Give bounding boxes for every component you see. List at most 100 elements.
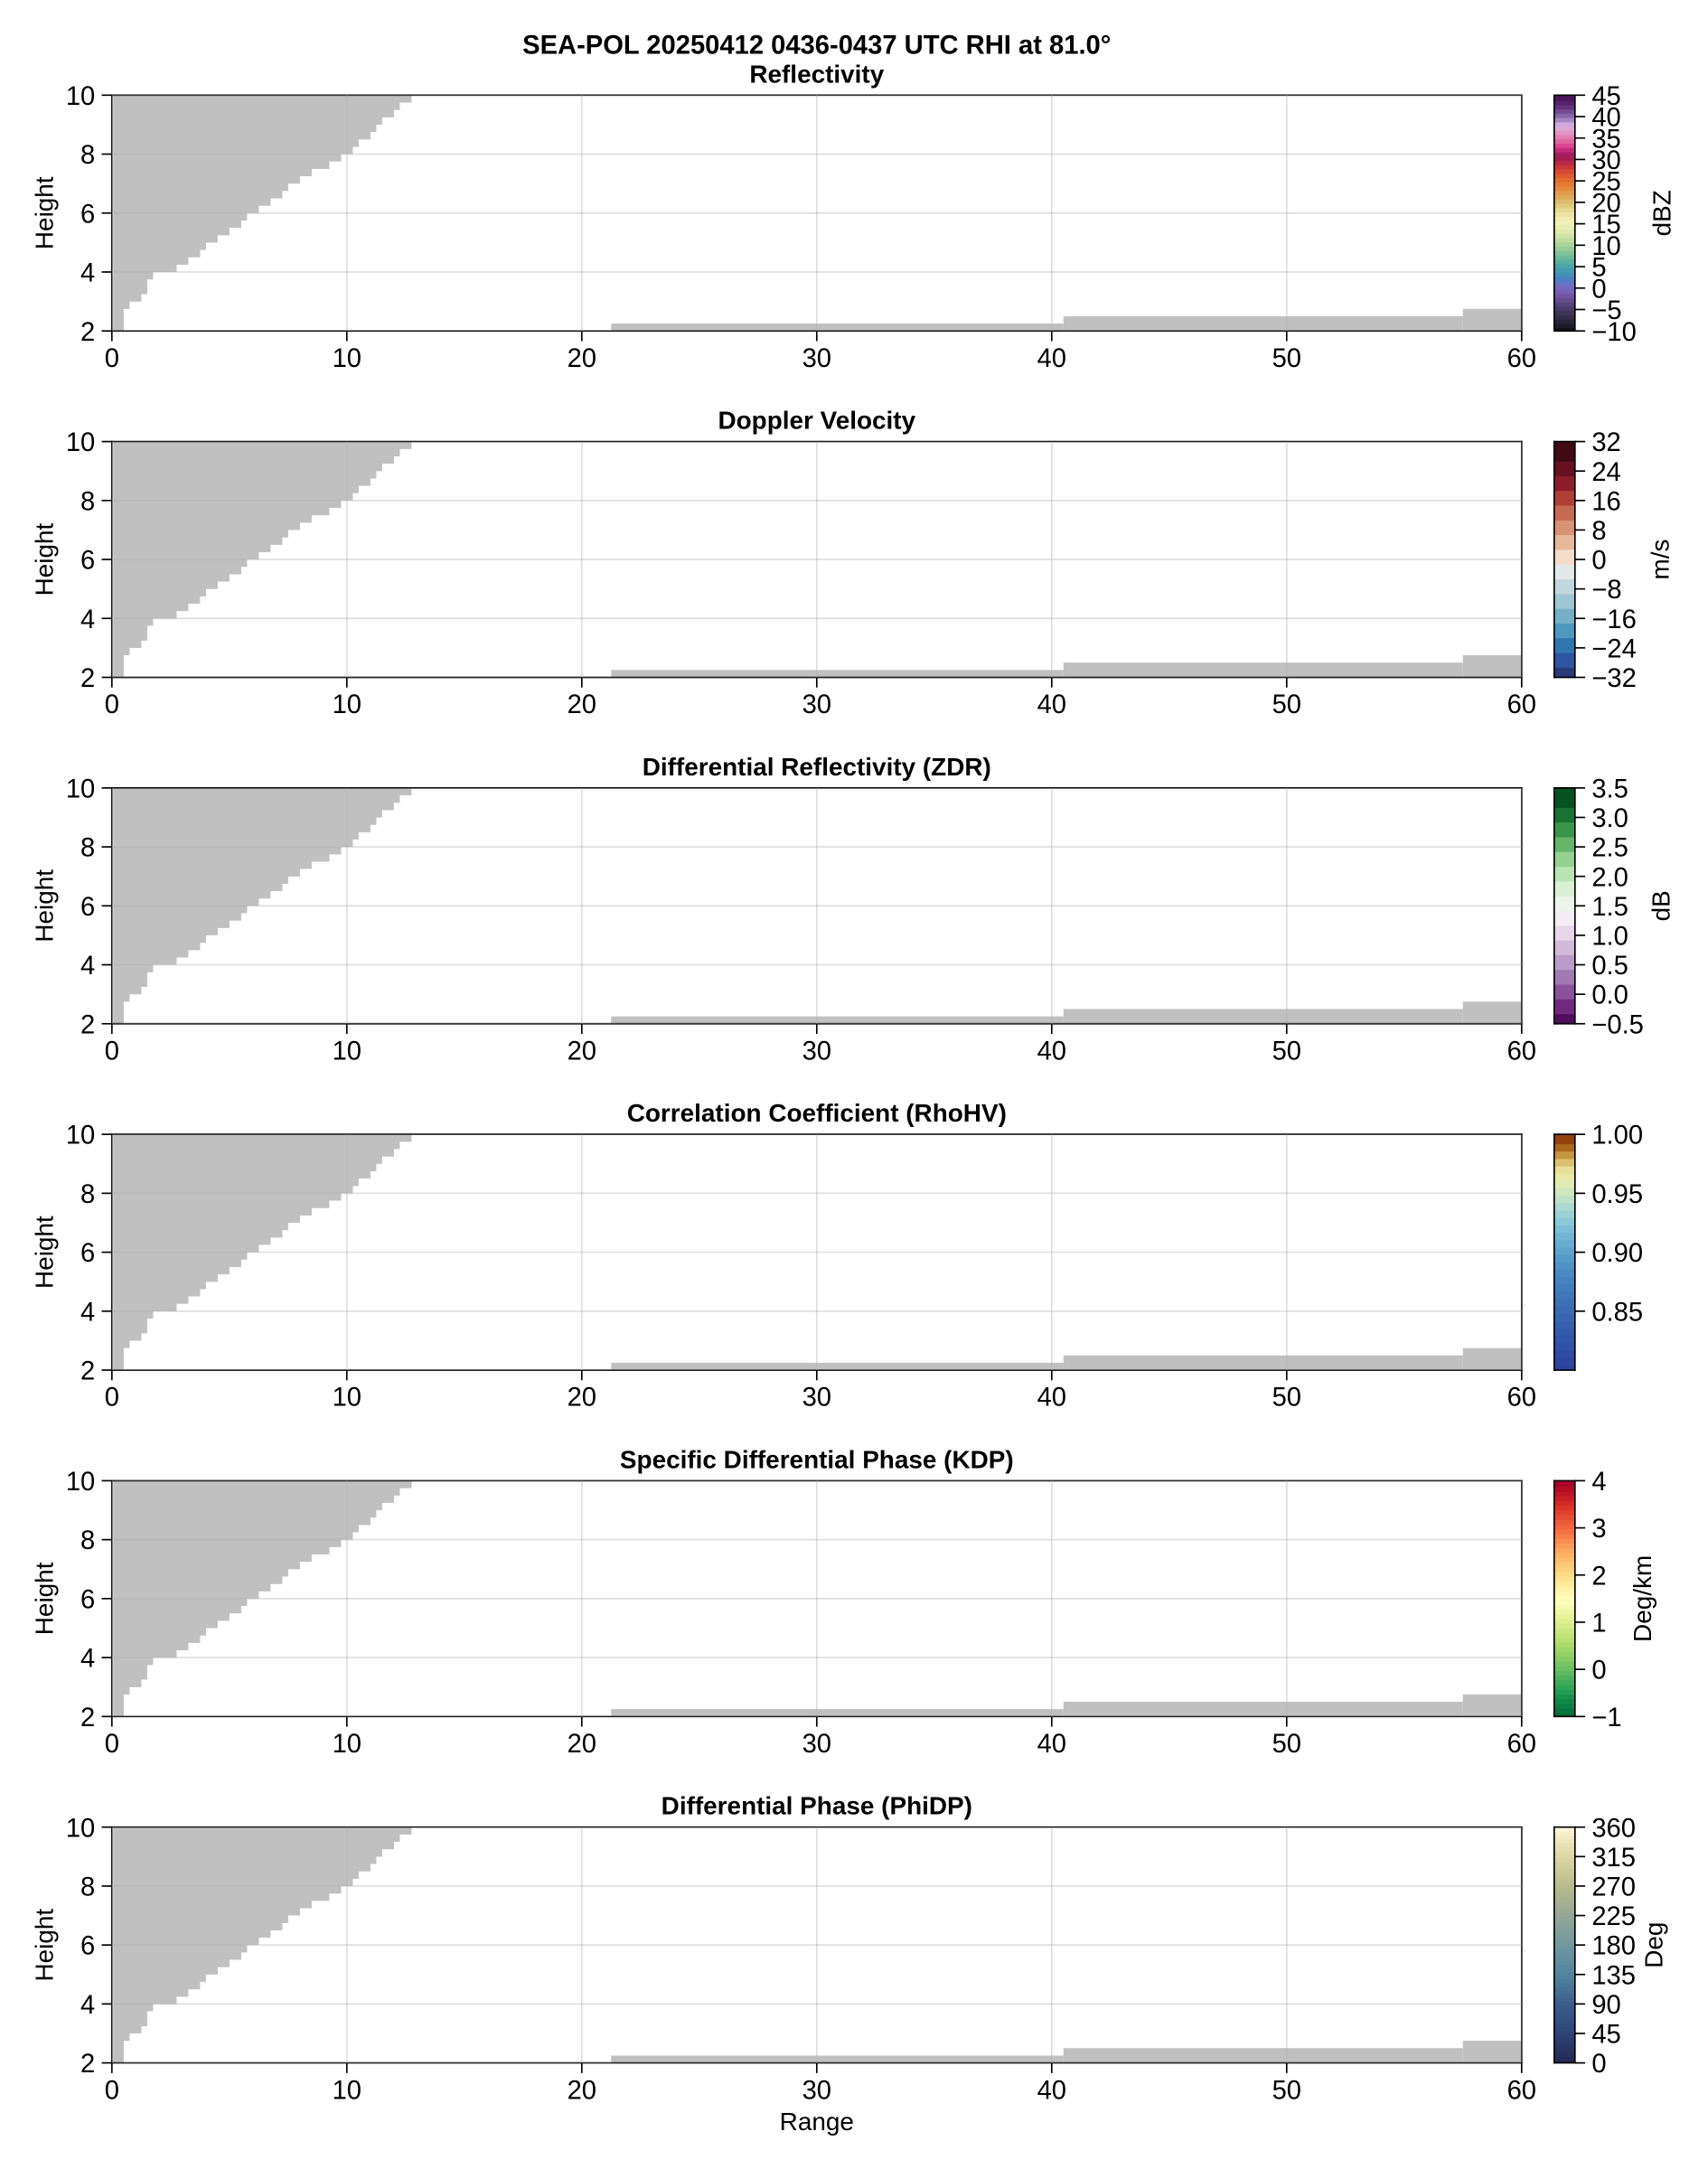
svg-text:40: 40	[1037, 1037, 1066, 1066]
svg-text:40: 40	[1591, 104, 1620, 133]
svg-text:Height: Height	[31, 176, 59, 249]
svg-text:Height: Height	[31, 522, 59, 596]
svg-text:0.85: 0.85	[1591, 1298, 1643, 1327]
svg-text:60: 60	[1507, 1037, 1536, 1066]
svg-text:90: 90	[1591, 1991, 1620, 2020]
svg-text:10: 10	[66, 1468, 95, 1497]
svg-text:SEA-POL 20250412 0436-0437 UTC: SEA-POL 20250412 0436-0437 UTC RHI at 81…	[522, 32, 1111, 61]
svg-text:6: 6	[80, 893, 95, 922]
svg-text:Height: Height	[31, 1562, 59, 1635]
svg-text:15: 15	[1591, 211, 1620, 239]
svg-text:50: 50	[1272, 690, 1301, 719]
svg-text:1.5: 1.5	[1591, 893, 1628, 922]
svg-text:8: 8	[80, 141, 95, 170]
svg-text:225: 225	[1591, 1902, 1636, 1931]
svg-text:20: 20	[568, 1384, 596, 1413]
svg-text:3.5: 3.5	[1591, 775, 1628, 803]
svg-text:135: 135	[1591, 1961, 1636, 1990]
svg-text:2.5: 2.5	[1591, 834, 1628, 863]
svg-text:315: 315	[1591, 1844, 1636, 1873]
svg-text:40: 40	[1037, 690, 1066, 719]
svg-text:2: 2	[80, 318, 95, 347]
svg-text:2: 2	[80, 1357, 95, 1386]
svg-text:m/s: m/s	[1646, 540, 1674, 580]
svg-text:dBZ: dBZ	[1647, 190, 1675, 236]
svg-text:10: 10	[333, 1730, 361, 1759]
svg-text:8: 8	[80, 1180, 95, 1209]
svg-text:10: 10	[333, 1037, 361, 1066]
svg-text:60: 60	[1507, 690, 1536, 719]
svg-text:−16: −16	[1591, 606, 1636, 634]
svg-text:360: 360	[1591, 1814, 1636, 1843]
svg-text:−10: −10	[1591, 318, 1636, 347]
svg-text:60: 60	[1507, 1384, 1536, 1413]
svg-text:8: 8	[80, 487, 95, 516]
svg-text:0.95: 0.95	[1591, 1180, 1643, 1209]
svg-text:10: 10	[66, 1122, 95, 1150]
svg-text:30: 30	[802, 1730, 831, 1759]
svg-text:Deg: Deg	[1640, 1922, 1668, 1968]
svg-text:1.00: 1.00	[1591, 1122, 1643, 1150]
svg-text:0.5: 0.5	[1591, 952, 1628, 981]
svg-text:0: 0	[105, 1037, 119, 1066]
svg-text:10: 10	[66, 428, 95, 457]
svg-text:6: 6	[80, 1932, 95, 1961]
svg-text:0.90: 0.90	[1591, 1239, 1643, 1268]
svg-text:8: 8	[1591, 517, 1606, 546]
svg-text:0: 0	[105, 1730, 119, 1759]
svg-text:16: 16	[1591, 487, 1620, 516]
svg-text:50: 50	[1272, 1730, 1301, 1759]
svg-text:60: 60	[1507, 1730, 1536, 1759]
svg-text:20: 20	[568, 344, 596, 373]
svg-text:Height: Height	[31, 1909, 59, 1982]
svg-text:Doppler Velocity: Doppler Velocity	[718, 407, 915, 435]
svg-text:10: 10	[333, 690, 361, 719]
svg-text:20: 20	[568, 2076, 596, 2105]
svg-text:20: 20	[1591, 189, 1620, 218]
svg-text:1: 1	[1591, 1610, 1606, 1638]
svg-text:10: 10	[333, 2076, 361, 2105]
svg-text:−5: −5	[1591, 296, 1621, 325]
svg-text:4: 4	[80, 606, 95, 634]
svg-text:50: 50	[1272, 2076, 1301, 2105]
svg-text:50: 50	[1272, 1384, 1301, 1413]
svg-text:Deg/km: Deg/km	[1628, 1555, 1656, 1642]
svg-text:40: 40	[1037, 2076, 1066, 2105]
svg-text:4: 4	[80, 952, 95, 981]
svg-text:−32: −32	[1591, 664, 1636, 693]
svg-text:30: 30	[802, 344, 831, 373]
svg-text:6: 6	[80, 1239, 95, 1268]
svg-text:dB: dB	[1647, 890, 1675, 921]
svg-text:40: 40	[1037, 1384, 1066, 1413]
svg-text:0: 0	[105, 1384, 119, 1413]
svg-text:25: 25	[1591, 168, 1620, 197]
svg-text:10: 10	[333, 1384, 361, 1413]
svg-text:2: 2	[80, 664, 95, 693]
svg-text:8: 8	[80, 834, 95, 863]
svg-text:2: 2	[80, 1010, 95, 1039]
svg-text:3.0: 3.0	[1591, 804, 1628, 833]
svg-text:3: 3	[1591, 1515, 1606, 1544]
svg-text:1.0: 1.0	[1591, 922, 1628, 951]
svg-text:2.0: 2.0	[1591, 863, 1628, 892]
svg-text:270: 270	[1591, 1873, 1636, 1901]
svg-text:Height: Height	[31, 1216, 59, 1289]
svg-text:4: 4	[1591, 1468, 1606, 1497]
svg-text:60: 60	[1507, 344, 1536, 373]
svg-text:0.0: 0.0	[1591, 981, 1628, 1010]
svg-text:50: 50	[1272, 1037, 1301, 1066]
svg-text:4: 4	[80, 1298, 95, 1327]
svg-text:Differential Reflectivity (ZDR: Differential Reflectivity (ZDR)	[643, 753, 991, 781]
svg-text:−8: −8	[1591, 576, 1621, 605]
svg-text:6: 6	[80, 200, 95, 229]
svg-text:−0.5: −0.5	[1591, 1010, 1644, 1039]
svg-text:20: 20	[568, 1037, 596, 1066]
svg-text:5: 5	[1591, 254, 1606, 283]
svg-text:10: 10	[1591, 232, 1620, 261]
svg-text:Correlation Coefficient (RhoHV: Correlation Coefficient (RhoHV)	[627, 1099, 1007, 1127]
svg-text:30: 30	[802, 1384, 831, 1413]
svg-text:6: 6	[80, 1585, 95, 1614]
svg-text:8: 8	[80, 1526, 95, 1555]
svg-text:Specific Differential Phase (K: Specific Differential Phase (KDP)	[620, 1445, 1014, 1473]
svg-text:8: 8	[80, 1873, 95, 1901]
